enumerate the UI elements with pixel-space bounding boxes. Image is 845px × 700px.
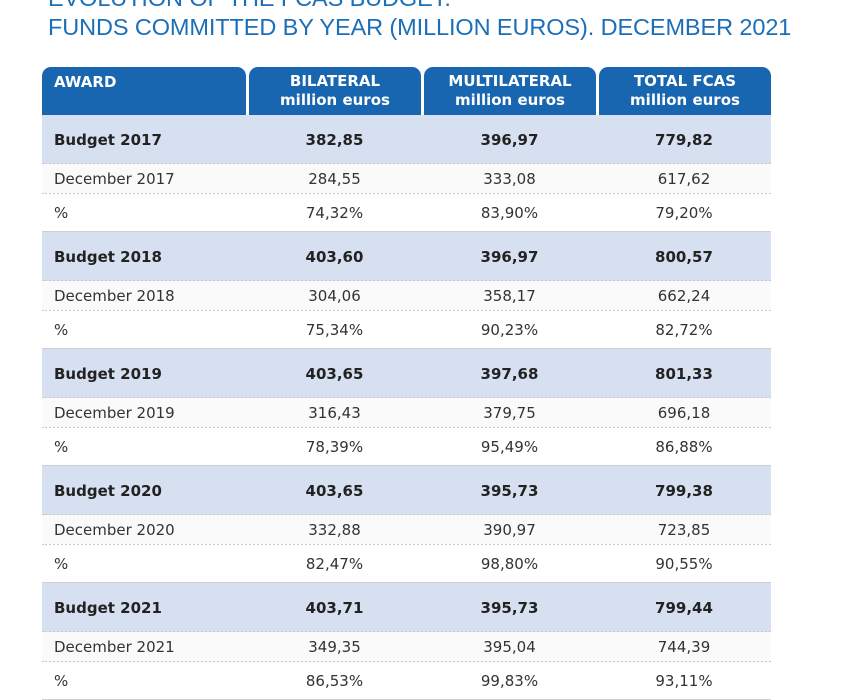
table-row: % 75,34% 90,23% 82,72% bbox=[42, 311, 771, 349]
multilateral-cell: 98,80% bbox=[480, 555, 539, 573]
row-label-cell: Budget 2021 bbox=[54, 598, 162, 617]
table-row: Budget 2019 403,65 397,68 801,33 bbox=[42, 349, 771, 398]
total-cell: 744,39 bbox=[657, 638, 711, 656]
multilateral-cell: 333,08 bbox=[483, 170, 536, 188]
budget-table: AWARD BILATERAL million euros MULTILATER… bbox=[42, 67, 771, 700]
table-row: December 2018 304,06 358,17 662,24 bbox=[42, 281, 771, 311]
row-divider bbox=[42, 465, 771, 466]
bilateral-cell: 382,85 bbox=[305, 130, 364, 149]
header-award: AWARD bbox=[42, 67, 246, 115]
header-award-label: AWARD bbox=[54, 73, 117, 91]
row-label-cell: % bbox=[54, 438, 69, 456]
multilateral-cell: 396,97 bbox=[480, 130, 539, 149]
total-cell: 799,38 bbox=[655, 481, 713, 500]
total-cell: 82,72% bbox=[655, 321, 713, 339]
row-label-cell: December 2018 bbox=[54, 287, 175, 305]
row-label-cell: Budget 2017 bbox=[54, 130, 162, 149]
row-divider bbox=[42, 582, 771, 583]
row-label-cell: % bbox=[54, 672, 69, 690]
multilateral-cell: 395,04 bbox=[483, 638, 536, 656]
title-line-1: EVOLUTION OF THE FCAS BUDGET. bbox=[48, 0, 451, 12]
bilateral-cell: 349,35 bbox=[308, 638, 361, 656]
bilateral-cell: 403,60 bbox=[305, 247, 364, 266]
bilateral-cell: 284,55 bbox=[308, 170, 361, 188]
bilateral-cell: 86,53% bbox=[305, 672, 364, 690]
row-label-cell: December 2019 bbox=[54, 404, 175, 422]
multilateral-cell: 390,97 bbox=[483, 521, 536, 539]
row-label-cell: Budget 2019 bbox=[54, 364, 162, 383]
multilateral-cell: 83,90% bbox=[480, 204, 539, 222]
bilateral-cell: 304,06 bbox=[308, 287, 361, 305]
multilateral-cell: 90,23% bbox=[480, 321, 539, 339]
row-divider bbox=[42, 231, 771, 232]
total-cell: 696,18 bbox=[657, 404, 711, 422]
bilateral-cell: 78,39% bbox=[305, 438, 364, 456]
row-label-cell: Budget 2020 bbox=[54, 481, 162, 500]
row-label-cell: % bbox=[54, 555, 69, 573]
header-total-label: TOTAL FCAS bbox=[633, 72, 737, 90]
bilateral-cell: 403,65 bbox=[305, 481, 364, 500]
header-multilateral-label: MULTILATERAL bbox=[448, 72, 572, 90]
title-line-2: FUNDS COMMITTED BY YEAR (MILLION EUROS).… bbox=[48, 14, 792, 40]
total-cell: 90,55% bbox=[655, 555, 713, 573]
multilateral-cell: 379,75 bbox=[483, 404, 536, 422]
header-bilateral-unit: million euros bbox=[280, 91, 390, 109]
bilateral-cell: 74,32% bbox=[305, 204, 364, 222]
total-cell: 723,85 bbox=[657, 521, 711, 539]
table-row: Budget 2020 403,65 395,73 799,38 bbox=[42, 466, 771, 515]
multilateral-cell: 395,73 bbox=[480, 598, 539, 617]
table-row: December 2020 332,88 390,97 723,85 bbox=[42, 515, 771, 545]
table-row: % 86,53% 99,83% 93,11% bbox=[42, 662, 771, 700]
total-cell: 801,33 bbox=[655, 364, 713, 383]
header-bilateral: BILATERAL million euros bbox=[249, 67, 421, 115]
multilateral-cell: 358,17 bbox=[483, 287, 536, 305]
bilateral-cell: 403,71 bbox=[305, 598, 364, 617]
table-row: % 74,32% 83,90% 79,20% bbox=[42, 194, 771, 232]
bilateral-cell: 316,43 bbox=[308, 404, 361, 422]
multilateral-cell: 99,83% bbox=[480, 672, 539, 690]
table-row: December 2021 349,35 395,04 744,39 bbox=[42, 632, 771, 662]
table-row: Budget 2021 403,71 395,73 799,44 bbox=[42, 583, 771, 632]
total-cell: 86,88% bbox=[655, 438, 713, 456]
table-header: AWARD BILATERAL million euros MULTILATER… bbox=[42, 67, 771, 115]
header-multilateral-unit: million euros bbox=[455, 91, 565, 109]
bilateral-cell: 403,65 bbox=[305, 364, 364, 383]
total-cell: 800,57 bbox=[655, 247, 713, 266]
row-label-cell: % bbox=[54, 204, 69, 222]
total-cell: 617,62 bbox=[657, 170, 711, 188]
header-bilateral-label: BILATERAL bbox=[289, 72, 381, 90]
total-cell: 779,82 bbox=[655, 130, 713, 149]
bilateral-cell: 75,34% bbox=[305, 321, 364, 339]
total-cell: 93,11% bbox=[655, 672, 713, 690]
row-label-cell: December 2020 bbox=[54, 521, 175, 539]
multilateral-cell: 95,49% bbox=[480, 438, 539, 456]
multilateral-cell: 397,68 bbox=[480, 364, 539, 383]
header-multilateral: MULTILATERAL million euros bbox=[424, 67, 596, 115]
row-label-cell: December 2017 bbox=[54, 170, 175, 188]
header-total-unit: million euros bbox=[630, 91, 740, 109]
row-label-cell: % bbox=[54, 321, 69, 339]
total-cell: 662,24 bbox=[657, 287, 711, 305]
bilateral-cell: 82,47% bbox=[305, 555, 364, 573]
table-row: Budget 2018 403,60 396,97 800,57 bbox=[42, 232, 771, 281]
total-cell: 799,44 bbox=[655, 598, 713, 617]
table-row: December 2017 284,55 333,08 617,62 bbox=[42, 164, 771, 194]
table-row: December 2019 316,43 379,75 696,18 bbox=[42, 398, 771, 428]
row-divider bbox=[42, 348, 771, 349]
table-row: % 78,39% 95,49% 86,88% bbox=[42, 428, 771, 466]
bilateral-cell: 332,88 bbox=[308, 521, 361, 539]
table-row: Budget 2017 382,85 396,97 779,82 bbox=[42, 115, 771, 164]
row-label-cell: Budget 2018 bbox=[54, 247, 162, 266]
header-total-fcas: TOTAL FCAS million euros bbox=[599, 67, 771, 115]
multilateral-cell: 396,97 bbox=[480, 247, 539, 266]
table-row: % 82,47% 98,80% 90,55% bbox=[42, 545, 771, 583]
total-cell: 79,20% bbox=[655, 204, 713, 222]
multilateral-cell: 395,73 bbox=[480, 481, 539, 500]
row-label-cell: December 2021 bbox=[54, 638, 175, 656]
